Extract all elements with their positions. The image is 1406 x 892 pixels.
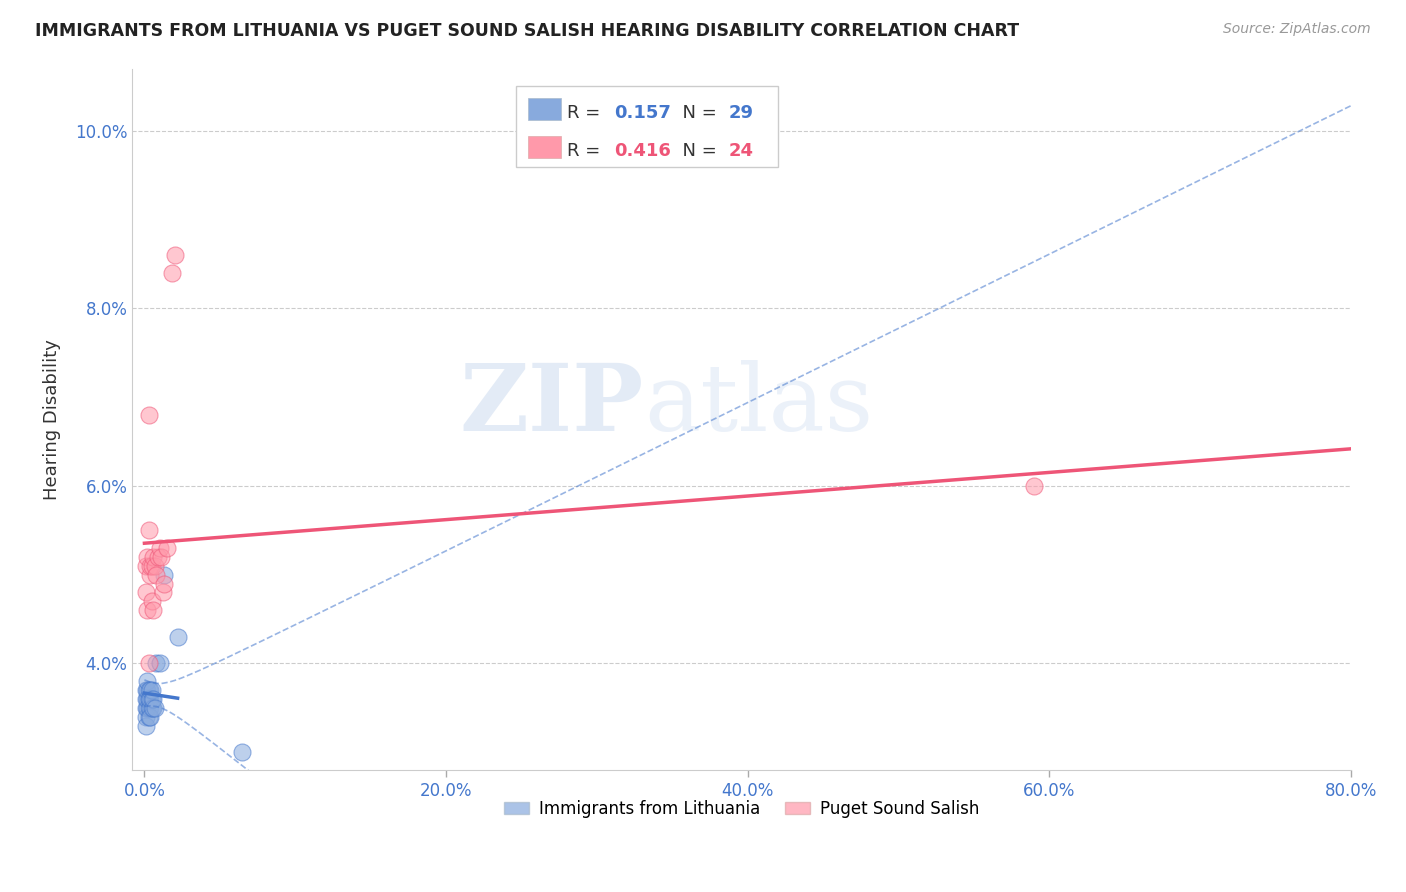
FancyBboxPatch shape	[529, 136, 561, 159]
Point	[166, 630, 188, 644]
Point	[138, 523, 160, 537]
Point	[138, 657, 160, 671]
Text: ZIP: ZIP	[460, 360, 644, 450]
Point	[136, 683, 159, 698]
Text: 0.416: 0.416	[613, 142, 671, 161]
Point	[141, 683, 163, 698]
Point	[145, 567, 167, 582]
Point	[141, 558, 163, 573]
Point	[135, 683, 157, 698]
Point	[1022, 479, 1045, 493]
Point	[135, 585, 157, 599]
Point	[156, 541, 179, 555]
Text: R =: R =	[568, 104, 606, 122]
Point	[136, 674, 159, 689]
Point	[163, 248, 186, 262]
Point	[142, 603, 165, 617]
Point	[135, 709, 157, 723]
Point	[135, 701, 157, 715]
Point	[136, 692, 159, 706]
Point	[153, 567, 176, 582]
Point	[141, 701, 163, 715]
Point	[150, 549, 173, 564]
Point	[143, 558, 166, 573]
Text: atlas: atlas	[644, 360, 873, 450]
Text: 24: 24	[728, 142, 754, 161]
Point	[138, 683, 160, 698]
Point	[139, 567, 162, 582]
Point	[152, 585, 174, 599]
Legend: Immigrants from Lithuania, Puget Sound Salish: Immigrants from Lithuania, Puget Sound S…	[498, 794, 986, 825]
Y-axis label: Hearing Disability: Hearing Disability	[44, 339, 60, 500]
Point	[138, 408, 160, 422]
Point	[231, 745, 253, 759]
Point	[138, 701, 160, 715]
Point	[142, 692, 165, 706]
Point	[139, 558, 162, 573]
Point	[138, 692, 160, 706]
Point	[146, 549, 169, 564]
Point	[148, 541, 170, 555]
Text: R =: R =	[568, 142, 606, 161]
Text: Source: ZipAtlas.com: Source: ZipAtlas.com	[1223, 22, 1371, 37]
Point	[145, 657, 167, 671]
Point	[135, 558, 157, 573]
Text: 29: 29	[728, 104, 754, 122]
Text: N =: N =	[671, 104, 723, 122]
Point	[160, 266, 183, 280]
Point	[136, 603, 159, 617]
Point	[141, 692, 163, 706]
FancyBboxPatch shape	[516, 86, 778, 167]
Point	[139, 692, 162, 706]
FancyBboxPatch shape	[529, 98, 561, 120]
Point	[135, 718, 157, 732]
Point	[139, 709, 162, 723]
Text: IMMIGRANTS FROM LITHUANIA VS PUGET SOUND SALISH HEARING DISABILITY CORRELATION C: IMMIGRANTS FROM LITHUANIA VS PUGET SOUND…	[35, 22, 1019, 40]
Point	[143, 701, 166, 715]
Point	[136, 549, 159, 564]
Point	[148, 657, 170, 671]
Point	[142, 549, 165, 564]
Point	[138, 709, 160, 723]
Point	[136, 701, 159, 715]
Point	[141, 594, 163, 608]
Point	[139, 683, 162, 698]
Text: N =: N =	[671, 142, 723, 161]
Point	[153, 576, 176, 591]
Point	[142, 701, 165, 715]
Text: 0.157: 0.157	[613, 104, 671, 122]
Point	[139, 701, 162, 715]
Point	[138, 692, 160, 706]
Point	[135, 692, 157, 706]
